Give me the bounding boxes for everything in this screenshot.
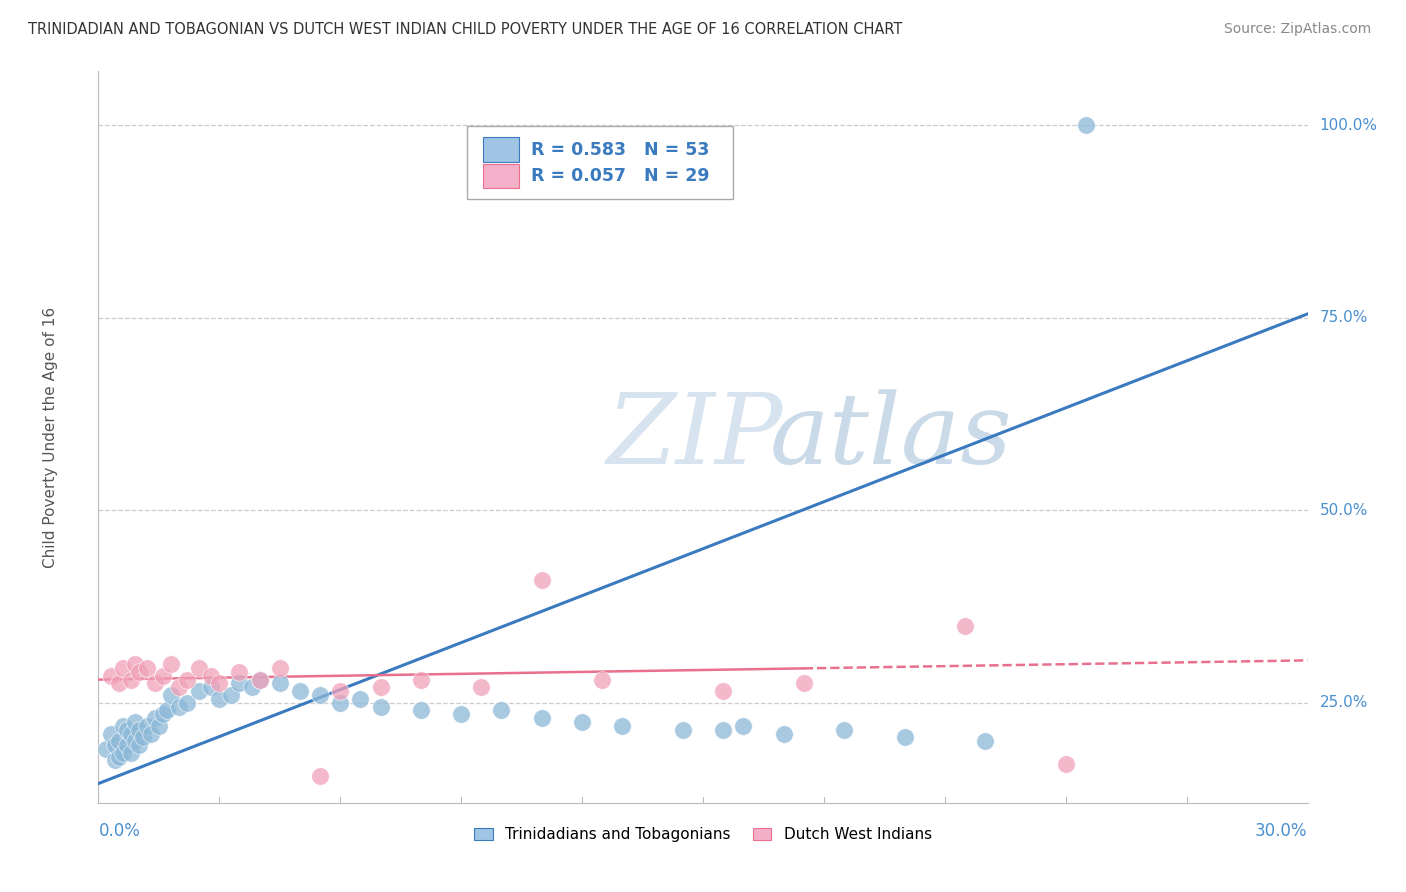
Point bbox=[409, 703, 432, 717]
Text: atlas: atlas bbox=[769, 390, 1012, 484]
Point bbox=[772, 726, 794, 740]
Point bbox=[124, 714, 146, 729]
Point bbox=[148, 719, 170, 733]
Point bbox=[893, 731, 915, 745]
Point bbox=[160, 688, 183, 702]
Text: 25.0%: 25.0% bbox=[1320, 695, 1368, 710]
Point bbox=[111, 719, 134, 733]
Point bbox=[176, 673, 198, 687]
Point bbox=[132, 731, 155, 745]
Point bbox=[111, 746, 134, 760]
Point bbox=[329, 696, 352, 710]
Point bbox=[143, 676, 166, 690]
Text: R = 0.583   N = 53: R = 0.583 N = 53 bbox=[531, 141, 710, 159]
Point bbox=[139, 726, 162, 740]
Point bbox=[491, 703, 513, 717]
Point bbox=[96, 742, 118, 756]
Point bbox=[591, 673, 613, 687]
Point bbox=[124, 734, 146, 748]
Point bbox=[111, 661, 134, 675]
Point bbox=[269, 676, 291, 690]
Point bbox=[156, 703, 179, 717]
Point bbox=[167, 681, 190, 695]
Point bbox=[120, 726, 142, 740]
Point bbox=[107, 676, 129, 690]
Point bbox=[1054, 757, 1077, 772]
Point bbox=[124, 657, 146, 672]
Point bbox=[115, 723, 138, 737]
Point bbox=[128, 723, 150, 737]
Point bbox=[249, 673, 271, 687]
FancyBboxPatch shape bbox=[482, 163, 519, 188]
Point bbox=[120, 746, 142, 760]
Point bbox=[200, 681, 222, 695]
Point bbox=[100, 669, 122, 683]
Point bbox=[176, 696, 198, 710]
Point bbox=[208, 676, 231, 690]
Text: 75.0%: 75.0% bbox=[1320, 310, 1368, 326]
Point bbox=[240, 681, 263, 695]
Text: ZIP: ZIP bbox=[606, 390, 783, 484]
Point bbox=[309, 769, 332, 783]
Point bbox=[711, 684, 734, 698]
Point bbox=[409, 673, 432, 687]
Point bbox=[370, 681, 392, 695]
Point bbox=[128, 665, 150, 679]
Point bbox=[470, 681, 492, 695]
Point bbox=[167, 699, 190, 714]
Point bbox=[450, 707, 472, 722]
Point bbox=[711, 723, 734, 737]
Point bbox=[188, 661, 211, 675]
Point bbox=[953, 618, 976, 632]
Text: TRINIDADIAN AND TOBAGONIAN VS DUTCH WEST INDIAN CHILD POVERTY UNDER THE AGE OF 1: TRINIDADIAN AND TOBAGONIAN VS DUTCH WEST… bbox=[28, 22, 903, 37]
Point bbox=[370, 699, 392, 714]
Point bbox=[309, 688, 332, 702]
Point bbox=[103, 754, 125, 768]
Point bbox=[974, 734, 997, 748]
Text: 50.0%: 50.0% bbox=[1320, 503, 1368, 517]
Point bbox=[128, 738, 150, 752]
Point bbox=[269, 661, 291, 675]
Point bbox=[200, 669, 222, 683]
Point bbox=[612, 719, 634, 733]
Text: Child Poverty Under the Age of 16: Child Poverty Under the Age of 16 bbox=[42, 307, 58, 567]
Point bbox=[793, 676, 815, 690]
Point bbox=[135, 719, 157, 733]
FancyBboxPatch shape bbox=[467, 126, 734, 199]
Point bbox=[832, 723, 855, 737]
Point bbox=[349, 691, 371, 706]
Text: Source: ZipAtlas.com: Source: ZipAtlas.com bbox=[1223, 22, 1371, 37]
Point bbox=[249, 673, 271, 687]
Text: 0.0%: 0.0% bbox=[98, 822, 141, 840]
Point bbox=[107, 734, 129, 748]
Point bbox=[160, 657, 183, 672]
Point bbox=[135, 661, 157, 675]
Point bbox=[208, 691, 231, 706]
Point bbox=[107, 749, 129, 764]
Point bbox=[530, 573, 553, 587]
Point bbox=[115, 738, 138, 752]
Point bbox=[288, 684, 311, 698]
Point bbox=[152, 669, 174, 683]
Legend: Trinidadians and Tobagonians, Dutch West Indians: Trinidadians and Tobagonians, Dutch West… bbox=[467, 820, 939, 850]
Point bbox=[1074, 118, 1097, 132]
Text: 30.0%: 30.0% bbox=[1256, 822, 1308, 840]
Point bbox=[100, 726, 122, 740]
FancyBboxPatch shape bbox=[482, 137, 519, 162]
Point bbox=[530, 711, 553, 725]
Point bbox=[228, 676, 250, 690]
Point bbox=[152, 707, 174, 722]
Text: R = 0.057   N = 29: R = 0.057 N = 29 bbox=[531, 167, 710, 185]
Point bbox=[221, 688, 243, 702]
Point bbox=[143, 711, 166, 725]
Point bbox=[188, 684, 211, 698]
Point bbox=[571, 714, 593, 729]
Point bbox=[733, 719, 755, 733]
Text: 100.0%: 100.0% bbox=[1320, 118, 1378, 133]
Point bbox=[103, 738, 125, 752]
Point bbox=[120, 673, 142, 687]
Point bbox=[672, 723, 695, 737]
Point bbox=[228, 665, 250, 679]
Point bbox=[329, 684, 352, 698]
